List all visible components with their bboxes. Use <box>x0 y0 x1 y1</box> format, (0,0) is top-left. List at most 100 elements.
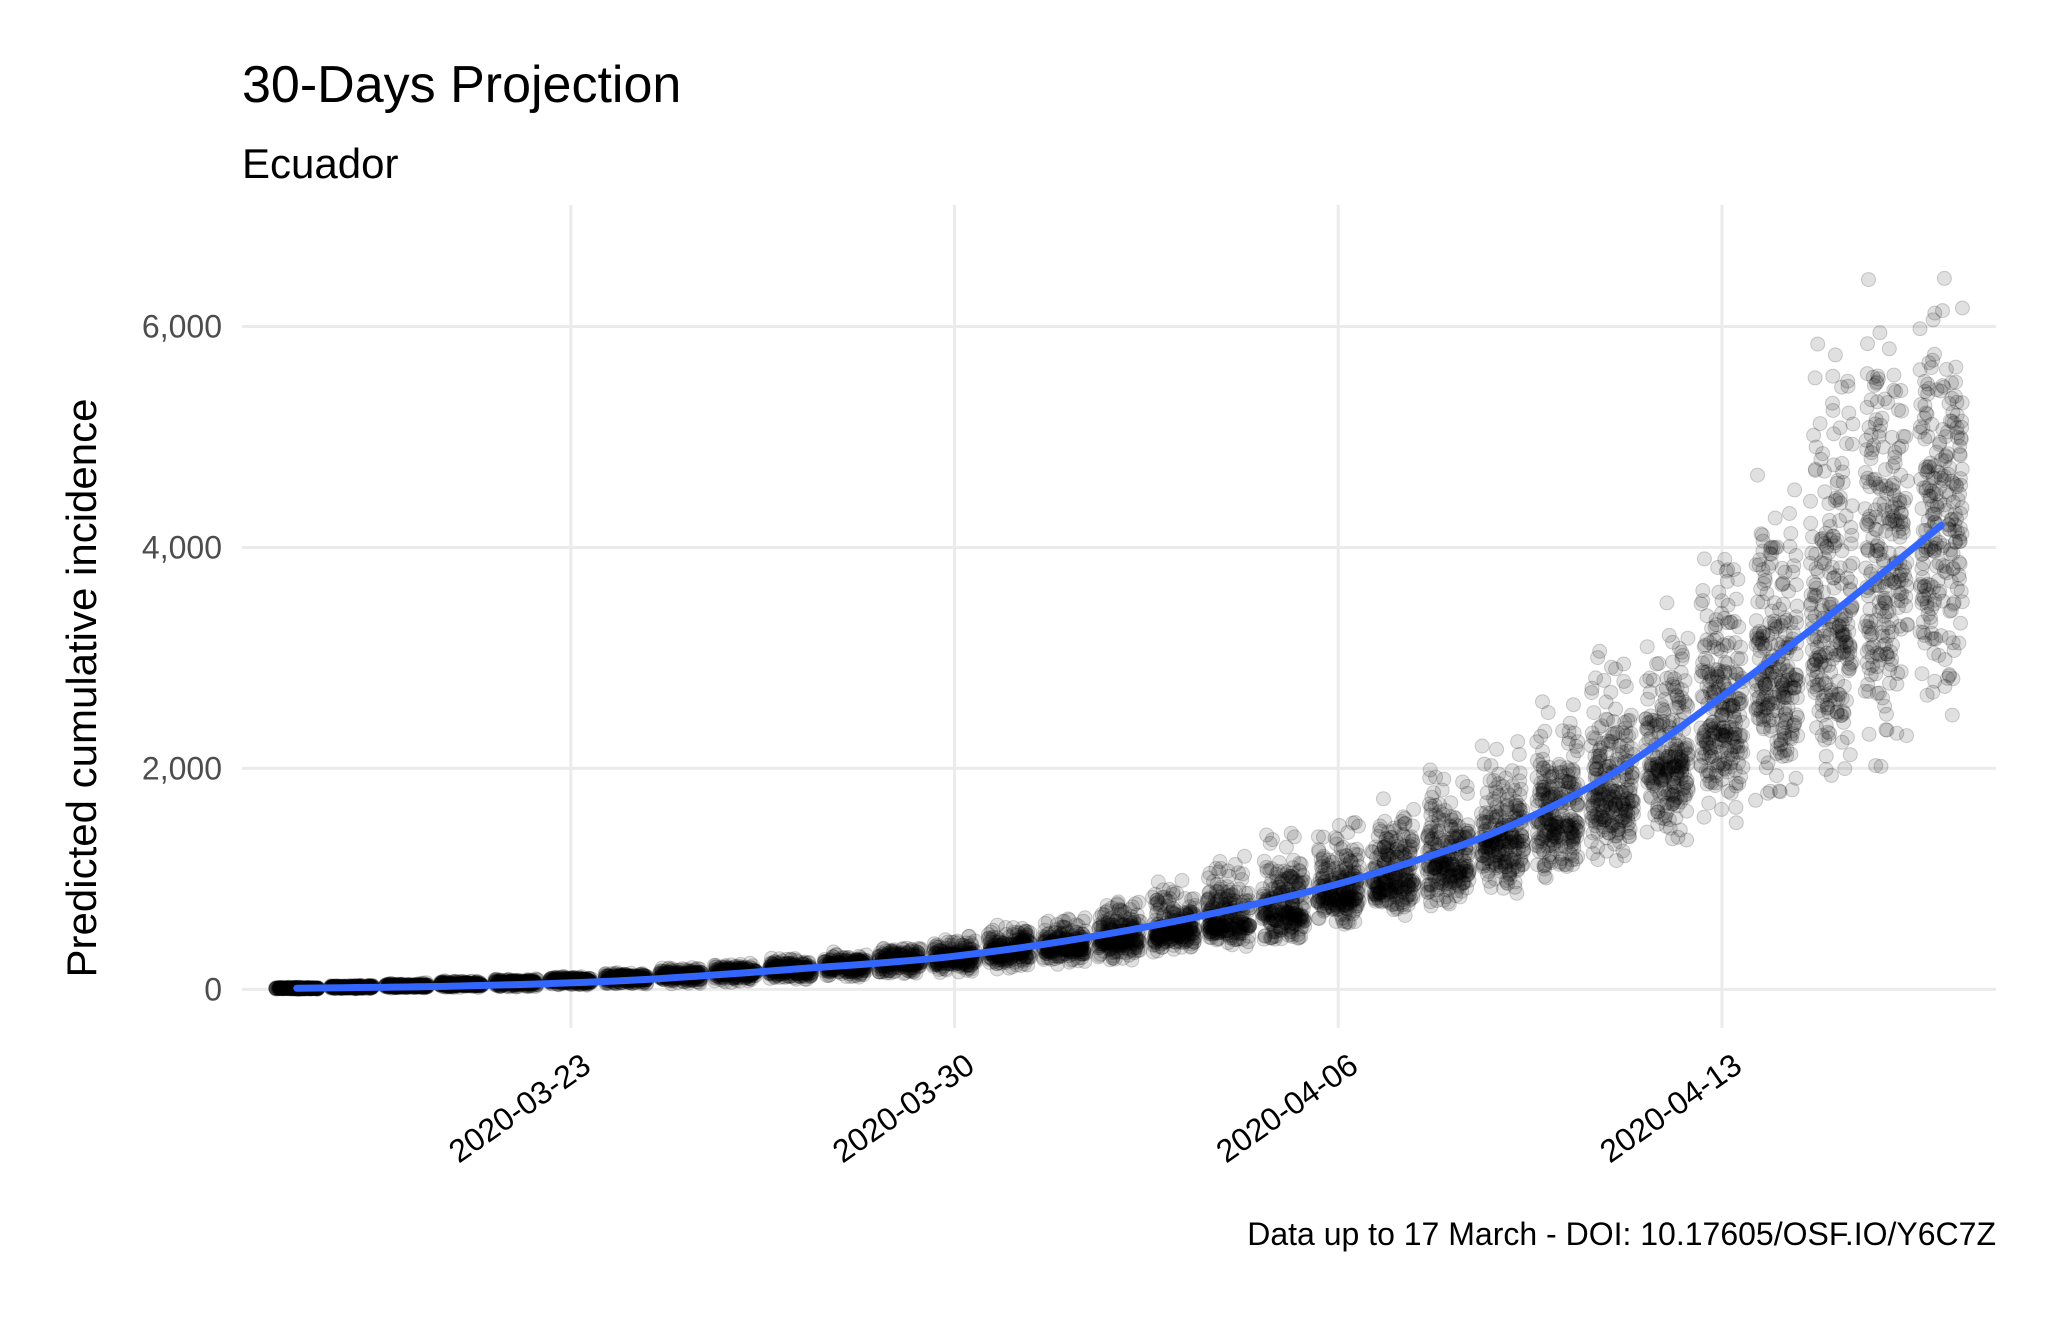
data-point <box>268 981 284 997</box>
data-point <box>961 928 977 944</box>
data-point <box>1145 944 1161 960</box>
data-point <box>272 980 288 996</box>
data-point <box>1240 885 1256 901</box>
data-point <box>268 980 284 996</box>
data-point <box>1311 844 1327 859</box>
data-point <box>274 980 289 996</box>
data-point <box>1293 856 1309 872</box>
chart-subtitle: Ecuador <box>242 140 398 187</box>
data-point <box>270 981 286 997</box>
data-point <box>1406 801 1422 817</box>
data-point <box>1102 940 1118 956</box>
data-point <box>1077 953 1093 969</box>
data-point <box>273 981 289 997</box>
data-point <box>1166 941 1182 957</box>
data-point <box>1311 910 1327 926</box>
data-point <box>872 945 888 961</box>
data-point <box>273 980 289 996</box>
data-point <box>1289 908 1304 924</box>
data-point <box>1318 861 1333 877</box>
data-point <box>271 980 287 996</box>
data-point <box>271 980 287 996</box>
data-point <box>274 980 290 996</box>
data-point <box>275 981 291 997</box>
grid <box>242 205 1996 1028</box>
data-point <box>276 981 292 997</box>
data-point <box>1310 894 1326 909</box>
data-point <box>1124 952 1140 968</box>
data-point <box>1290 930 1306 946</box>
data-point <box>1240 918 1256 934</box>
data-point <box>272 980 288 996</box>
data-point <box>272 981 288 997</box>
data-point <box>1335 913 1351 929</box>
data-point <box>1186 891 1202 907</box>
data-point <box>1274 931 1289 947</box>
data-point <box>1218 891 1234 907</box>
data-point <box>272 980 288 996</box>
data-point <box>272 980 288 996</box>
data-point <box>1278 839 1294 855</box>
data-point <box>274 980 290 996</box>
data-point <box>270 981 286 996</box>
data-point <box>276 980 292 996</box>
data-point <box>271 980 287 996</box>
data-point <box>1148 930 1164 946</box>
data-point <box>1152 900 1168 916</box>
data-point <box>273 980 289 996</box>
data-point <box>1338 892 1354 908</box>
data-point <box>276 981 292 996</box>
data-point <box>277 980 293 996</box>
data-point <box>275 980 291 996</box>
data-point <box>275 980 291 996</box>
data-point <box>1209 925 1225 941</box>
data-point <box>1349 841 1365 857</box>
data-point <box>278 980 294 996</box>
data-point <box>277 981 293 996</box>
data-point <box>1375 791 1391 807</box>
data-point <box>274 980 290 996</box>
data-point <box>268 980 284 996</box>
data-point <box>1265 832 1280 848</box>
data-point <box>275 980 291 996</box>
data-point <box>1202 865 1218 881</box>
data-point <box>275 980 291 996</box>
data-point <box>1338 857 1354 873</box>
data-point <box>886 942 902 958</box>
data-point <box>268 980 284 996</box>
data-point <box>274 980 290 996</box>
data-point <box>275 980 291 996</box>
data-point <box>1333 841 1349 857</box>
data-point <box>276 981 292 997</box>
data-point <box>1237 848 1252 864</box>
data-point <box>273 980 288 996</box>
data-point <box>1340 825 1356 840</box>
data-point <box>272 980 288 996</box>
data-point <box>277 980 293 996</box>
data-point <box>273 980 289 996</box>
data-point <box>275 980 291 996</box>
data-point <box>268 981 284 997</box>
data-point <box>271 980 287 996</box>
chart-title: 30-Days Projection <box>242 56 681 114</box>
data-point <box>276 981 292 996</box>
data-point <box>272 980 288 996</box>
data-point <box>1169 885 1185 901</box>
data-point <box>271 980 287 996</box>
data-point <box>274 980 290 996</box>
data-point <box>275 981 291 997</box>
data-point <box>1048 922 1064 938</box>
data-point <box>269 980 285 996</box>
data-point <box>1174 872 1190 888</box>
data-points <box>268 270 1970 997</box>
data-point <box>274 980 290 996</box>
data-point <box>1104 900 1120 916</box>
data-point <box>1269 870 1285 885</box>
data-point <box>1230 865 1246 881</box>
data-point <box>274 980 290 996</box>
data-point <box>270 980 286 996</box>
data-point <box>274 981 290 996</box>
data-point <box>1266 912 1282 927</box>
data-point <box>268 980 284 996</box>
